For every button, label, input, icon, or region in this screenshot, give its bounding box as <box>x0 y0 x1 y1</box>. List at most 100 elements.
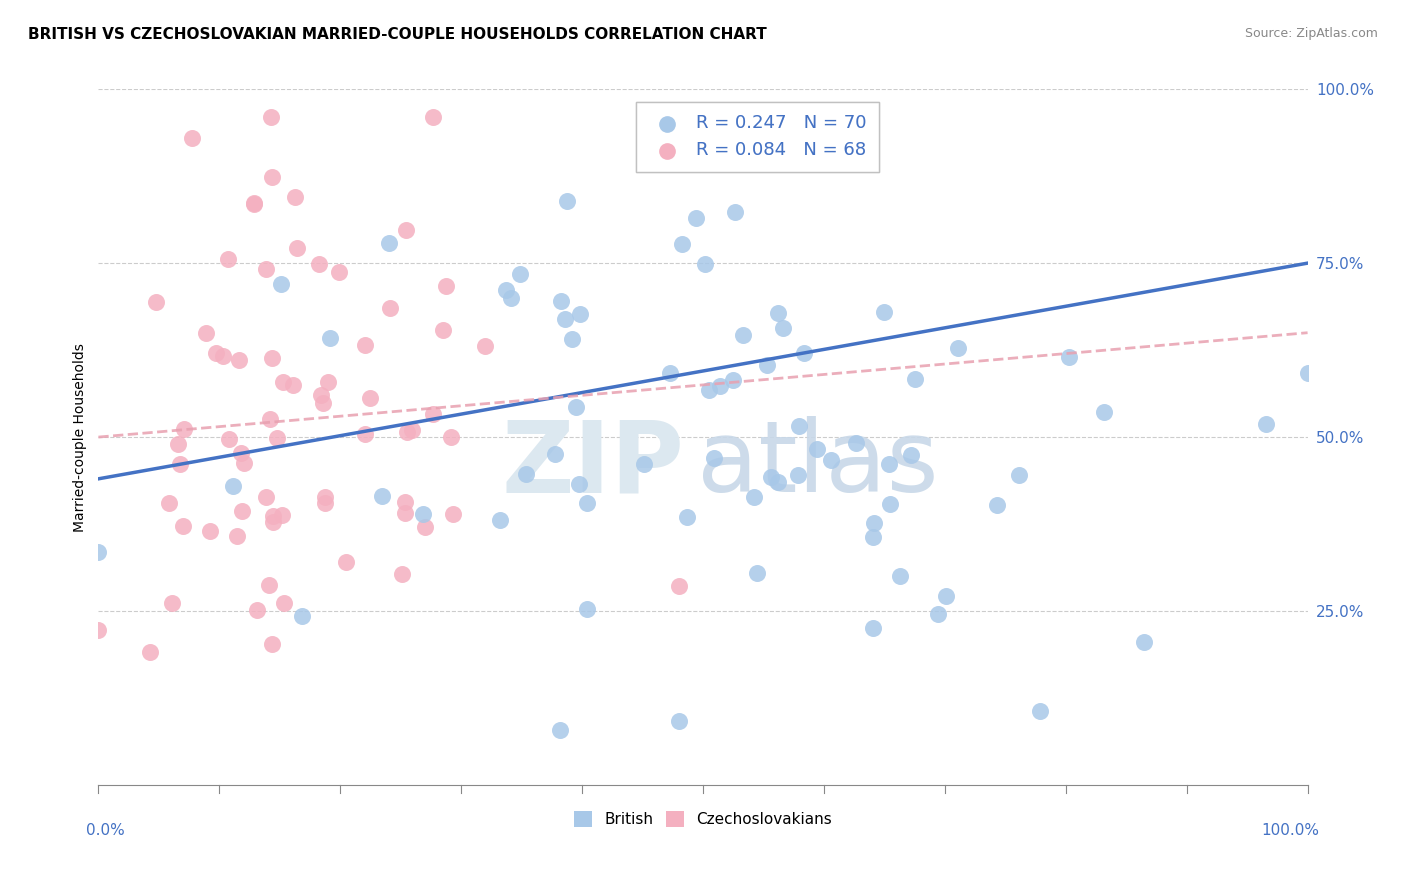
Point <box>554 312 576 326</box>
Point <box>353 338 375 352</box>
Point <box>820 453 842 467</box>
Point <box>1133 635 1156 649</box>
Point <box>319 331 342 345</box>
Point <box>217 252 239 266</box>
Point <box>218 432 240 446</box>
Point <box>335 555 357 569</box>
Point <box>658 366 681 380</box>
Point <box>747 566 769 581</box>
Point <box>138 644 160 658</box>
Point <box>396 425 419 439</box>
Point <box>285 241 308 255</box>
Text: Source: ZipAtlas.com: Source: ZipAtlas.com <box>1244 27 1378 40</box>
Point <box>316 375 339 389</box>
Point <box>927 607 949 622</box>
Point <box>422 110 444 124</box>
Point <box>766 306 789 320</box>
Point <box>501 291 523 305</box>
Point <box>271 376 294 390</box>
Point <box>935 589 957 603</box>
Point <box>242 196 264 211</box>
Point <box>198 524 221 538</box>
Point <box>401 423 423 437</box>
Point <box>668 714 690 728</box>
Point <box>877 458 900 472</box>
Point <box>160 596 183 610</box>
Point <box>633 458 655 472</box>
Point <box>245 603 267 617</box>
Point <box>432 323 454 337</box>
Point <box>314 496 336 510</box>
Point <box>259 412 281 426</box>
Point <box>309 388 332 402</box>
Point <box>262 351 284 365</box>
Point <box>515 467 537 481</box>
Point <box>412 507 434 521</box>
Point <box>904 372 927 386</box>
Y-axis label: Married-couple Households: Married-couple Households <box>73 343 87 532</box>
Point <box>685 211 707 226</box>
Point <box>260 638 283 652</box>
Point <box>226 529 249 543</box>
Point <box>548 723 571 737</box>
Point <box>721 373 744 387</box>
Point <box>391 566 413 581</box>
Point <box>495 283 517 297</box>
Point <box>291 608 314 623</box>
Legend: R = 0.247   N = 70, R = 0.084   N = 68: R = 0.247 N = 70, R = 0.084 N = 68 <box>636 102 879 172</box>
Point <box>273 596 295 610</box>
Point <box>259 110 281 124</box>
Point <box>314 490 336 504</box>
Point <box>353 427 375 442</box>
Point <box>946 341 969 355</box>
Point <box>1094 405 1116 419</box>
Point <box>378 301 401 315</box>
Point <box>862 621 884 635</box>
Point <box>260 170 283 185</box>
Point <box>555 194 578 209</box>
Point <box>312 395 335 409</box>
Point <box>761 470 783 484</box>
Point <box>229 446 252 460</box>
Point <box>371 489 394 503</box>
Point <box>986 498 1008 512</box>
Point <box>394 494 416 508</box>
Point <box>742 490 765 504</box>
Text: atlas: atlas <box>697 417 939 514</box>
Point <box>509 267 531 281</box>
Point <box>873 305 896 319</box>
Point <box>259 578 281 592</box>
Point <box>212 349 235 363</box>
Point <box>1057 351 1080 365</box>
Point <box>575 601 598 615</box>
Point <box>378 235 401 250</box>
Point <box>1256 417 1278 431</box>
Point <box>422 407 444 421</box>
Point <box>262 508 284 523</box>
Point <box>789 419 811 434</box>
Point <box>173 422 195 436</box>
Point <box>194 326 217 340</box>
Text: ZIP: ZIP <box>502 417 685 514</box>
Text: BRITISH VS CZECHOSLOVAKIAN MARRIED-COUPLE HOUSEHOLDS CORRELATION CHART: BRITISH VS CZECHOSLOVAKIAN MARRIED-COUPL… <box>28 27 766 42</box>
Point <box>231 504 253 518</box>
Point <box>671 237 693 252</box>
Point <box>709 379 731 393</box>
Point <box>550 294 572 309</box>
Point <box>284 190 307 204</box>
Point <box>1008 467 1031 482</box>
Point <box>879 497 901 511</box>
Point <box>845 436 868 450</box>
Point <box>862 529 884 543</box>
Point <box>87 623 110 637</box>
Point <box>172 519 194 533</box>
Point <box>441 508 464 522</box>
Point <box>755 358 778 372</box>
Point <box>266 431 288 445</box>
Point <box>568 307 591 321</box>
Point <box>488 513 510 527</box>
Point <box>724 205 747 219</box>
Point <box>787 467 810 482</box>
Point <box>576 496 599 510</box>
Point <box>205 346 228 360</box>
